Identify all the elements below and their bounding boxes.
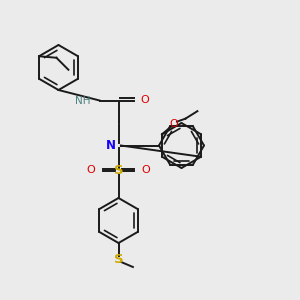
Text: O: O (142, 165, 150, 175)
Text: S: S (114, 164, 123, 178)
Text: NH: NH (75, 95, 91, 106)
Text: O: O (169, 119, 178, 129)
Text: N: N (106, 139, 116, 152)
Text: S: S (114, 253, 123, 266)
Text: O: O (140, 95, 149, 105)
Text: O: O (87, 165, 95, 175)
